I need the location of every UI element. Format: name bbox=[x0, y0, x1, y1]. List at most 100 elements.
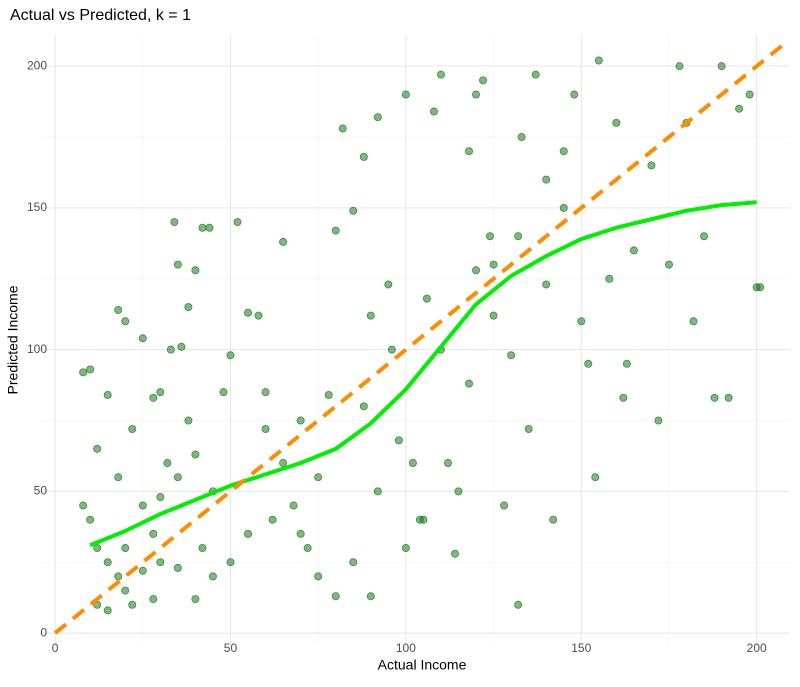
y-tick-label: 150 bbox=[27, 200, 47, 214]
x-tick-label: 50 bbox=[224, 641, 238, 655]
point bbox=[373, 113, 382, 122]
point bbox=[191, 266, 200, 275]
point bbox=[114, 473, 123, 482]
point bbox=[296, 529, 305, 538]
point bbox=[647, 161, 656, 170]
point bbox=[121, 317, 130, 326]
point bbox=[86, 365, 95, 374]
point bbox=[489, 260, 498, 269]
point bbox=[138, 334, 147, 343]
point bbox=[517, 133, 526, 142]
point bbox=[289, 501, 298, 510]
point bbox=[735, 104, 744, 113]
point bbox=[559, 203, 568, 212]
point bbox=[128, 600, 137, 609]
y-tick-label: 0 bbox=[40, 625, 47, 639]
point bbox=[121, 544, 130, 553]
point bbox=[465, 379, 474, 388]
y-tick-label: 100 bbox=[27, 342, 47, 356]
point bbox=[177, 342, 186, 351]
point bbox=[384, 280, 393, 289]
point bbox=[226, 351, 235, 360]
point bbox=[700, 232, 709, 241]
point bbox=[128, 425, 137, 434]
point bbox=[103, 390, 112, 399]
point bbox=[745, 90, 754, 99]
point bbox=[619, 393, 628, 402]
point bbox=[191, 595, 200, 604]
point bbox=[233, 218, 242, 227]
x-tick-label: 150 bbox=[571, 641, 591, 655]
point bbox=[261, 388, 270, 397]
point bbox=[591, 473, 600, 482]
point bbox=[93, 444, 102, 453]
point bbox=[605, 274, 614, 283]
point bbox=[717, 62, 726, 71]
point bbox=[472, 266, 481, 275]
point bbox=[86, 515, 95, 524]
smooth-line bbox=[89, 200, 757, 548]
point bbox=[349, 206, 358, 215]
point bbox=[514, 600, 523, 609]
point bbox=[244, 529, 253, 538]
point bbox=[163, 459, 172, 468]
point bbox=[472, 90, 481, 99]
point bbox=[359, 152, 368, 161]
reference-line bbox=[53, 39, 790, 635]
y-tick-label: 50 bbox=[34, 484, 48, 498]
point bbox=[622, 359, 631, 368]
point bbox=[79, 368, 88, 377]
point bbox=[486, 232, 495, 241]
x-tick-label: 0 bbox=[52, 641, 59, 655]
point bbox=[205, 223, 214, 232]
point bbox=[454, 487, 463, 496]
point bbox=[149, 393, 158, 402]
point bbox=[465, 147, 474, 156]
point bbox=[710, 393, 719, 402]
point bbox=[559, 147, 568, 156]
point bbox=[166, 345, 175, 354]
marks bbox=[53, 39, 790, 635]
point bbox=[338, 124, 347, 133]
point bbox=[170, 218, 179, 227]
point bbox=[422, 294, 431, 303]
point bbox=[156, 388, 165, 397]
point bbox=[268, 515, 277, 524]
point bbox=[226, 558, 235, 567]
point bbox=[331, 592, 340, 601]
point bbox=[254, 311, 263, 320]
point bbox=[577, 317, 586, 326]
point bbox=[689, 317, 698, 326]
point bbox=[479, 76, 488, 85]
point bbox=[724, 393, 733, 402]
point bbox=[156, 493, 165, 502]
point bbox=[542, 175, 551, 184]
point bbox=[654, 416, 663, 425]
point bbox=[184, 416, 193, 425]
point bbox=[500, 501, 509, 510]
y-tick-label: 200 bbox=[27, 58, 47, 72]
point bbox=[594, 56, 603, 65]
point bbox=[366, 592, 375, 601]
point bbox=[489, 311, 498, 320]
x-tick-label: 200 bbox=[747, 641, 767, 655]
point bbox=[149, 529, 158, 538]
point bbox=[219, 388, 228, 397]
point bbox=[408, 459, 417, 468]
point bbox=[156, 558, 165, 567]
point bbox=[314, 572, 323, 581]
point bbox=[138, 501, 147, 510]
point bbox=[296, 416, 305, 425]
point bbox=[612, 118, 621, 127]
point bbox=[401, 544, 410, 553]
point bbox=[114, 572, 123, 581]
point bbox=[121, 586, 130, 595]
point bbox=[173, 260, 182, 269]
point bbox=[138, 566, 147, 575]
point bbox=[429, 107, 438, 116]
point bbox=[507, 351, 516, 360]
x-axis-label: Actual Income bbox=[378, 657, 467, 673]
point bbox=[373, 487, 382, 496]
y-axis-label: Predicted Income bbox=[5, 285, 21, 394]
